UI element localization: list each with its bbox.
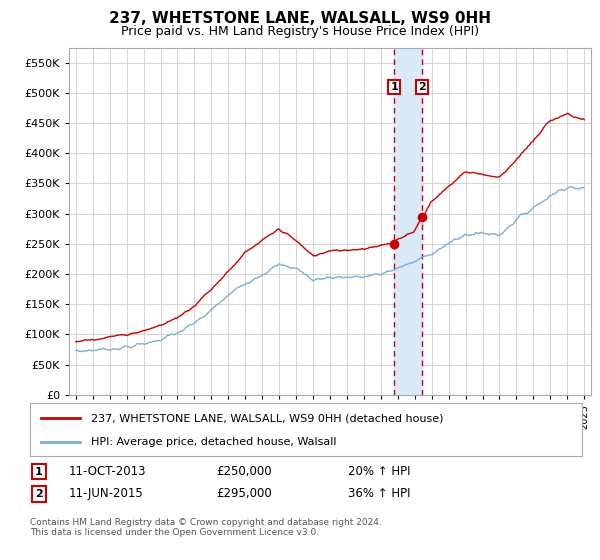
Text: £250,000: £250,000	[216, 465, 272, 478]
Text: 2: 2	[418, 82, 426, 92]
Text: 1: 1	[390, 82, 398, 92]
Text: £295,000: £295,000	[216, 487, 272, 501]
Text: Price paid vs. HM Land Registry's House Price Index (HPI): Price paid vs. HM Land Registry's House …	[121, 25, 479, 38]
Text: HPI: Average price, detached house, Walsall: HPI: Average price, detached house, Wals…	[91, 436, 336, 446]
Text: 20% ↑ HPI: 20% ↑ HPI	[348, 465, 410, 478]
Text: 36% ↑ HPI: 36% ↑ HPI	[348, 487, 410, 501]
Text: 237, WHETSTONE LANE, WALSALL, WS9 0HH (detached house): 237, WHETSTONE LANE, WALSALL, WS9 0HH (d…	[91, 413, 443, 423]
Text: 11-JUN-2015: 11-JUN-2015	[69, 487, 144, 501]
Text: 237, WHETSTONE LANE, WALSALL, WS9 0HH: 237, WHETSTONE LANE, WALSALL, WS9 0HH	[109, 11, 491, 26]
Text: 1: 1	[35, 466, 43, 477]
Text: 2: 2	[35, 489, 43, 499]
Text: Contains HM Land Registry data © Crown copyright and database right 2024.
This d: Contains HM Land Registry data © Crown c…	[30, 518, 382, 538]
Text: 11-OCT-2013: 11-OCT-2013	[69, 465, 146, 478]
Bar	[394, 48, 422, 395]
